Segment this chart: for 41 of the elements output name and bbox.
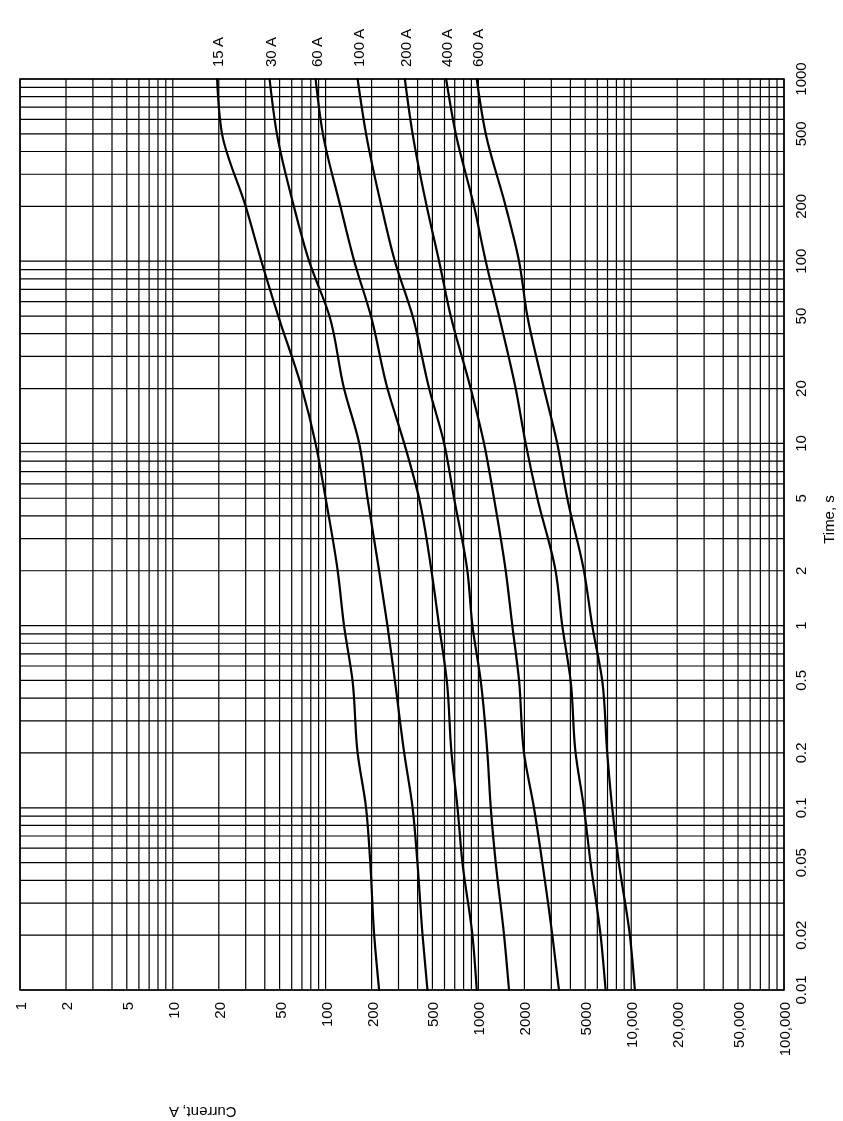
y-tick-label: 5 [792,494,809,503]
y-tick-label: 0.01 [792,975,809,1005]
x-tick-label: 1 [12,1002,29,1011]
x-tick-label: 10 [164,1002,182,1019]
text: 15 A [209,36,227,67]
y-tick-label: 200 [792,193,809,219]
x-tick-label: 2000 [516,1002,534,1036]
x-tick-label: 50,000 [730,1002,747,1048]
y-tick-label: 0.2 [792,742,809,764]
x-tick-label: 5 [118,1002,136,1011]
text: 30 A [261,36,279,67]
x-tick-label: 5000 [577,1002,595,1036]
text: 400 A [438,28,456,67]
x-tick-label: 100,000 [776,1002,793,1057]
y-tick-label: 50 [792,307,809,325]
y-tick-label: 1 [792,621,809,630]
y-tick-label: 10 [792,435,809,452]
y-tick-label: 20 [792,380,809,397]
text: 100 A [349,28,367,67]
x-tick-label: 10,000 [623,1002,641,1048]
y-tick-label: 2 [792,566,809,575]
x-tick-label: 1000 [470,1002,488,1036]
y-tick-label: 500 [792,121,809,147]
x-tick-label: 2 [58,1002,75,1011]
x-tick-label: 500 [424,1002,442,1028]
y-tick-label: 100 [792,248,809,274]
text: 200 A [396,28,414,67]
y-tick-label: 0.02 [792,920,809,950]
y-tick-label: 1000 [792,62,809,96]
y-tick-label: 0.05 [792,848,809,878]
x-tick-label: 50 [271,1002,289,1019]
y-axis-title: Time, s [820,495,837,544]
x-tick-label: 100 [317,1002,335,1028]
text: 600 A [468,28,486,67]
y-tick-label: 0.5 [792,670,809,691]
text: 60 A [307,36,325,67]
x-tick-label: 20,000 [669,1002,687,1048]
x-axis-title: Current, A [169,1104,237,1121]
x-tick-label: 200 [363,1002,381,1028]
x-tick-label: 20 [210,1002,228,1019]
y-tick-label: 0.1 [792,797,809,819]
